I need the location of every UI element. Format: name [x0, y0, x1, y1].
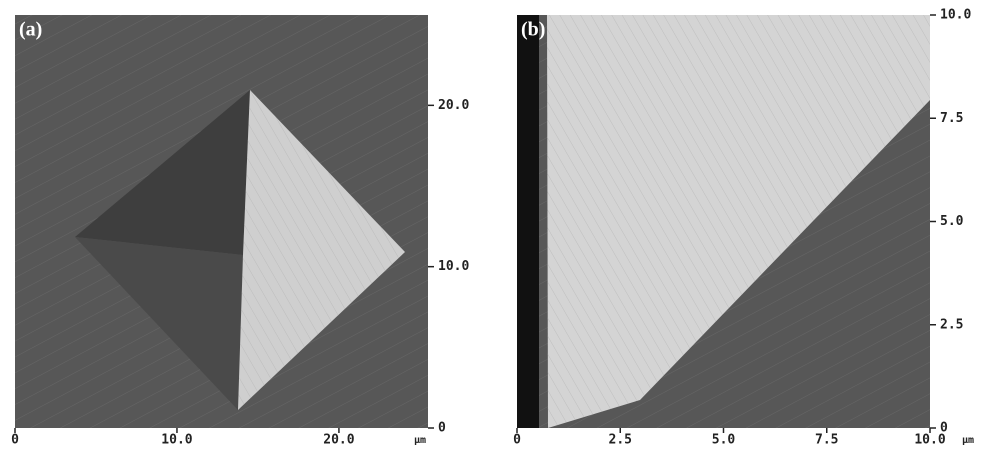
y-tick-label: 10.0: [940, 8, 971, 23]
y-tick-label: 5.0: [940, 214, 964, 229]
x-tick-label: 0: [513, 433, 521, 448]
y-tick-label: 0: [438, 421, 446, 436]
y-tick-label: 7.5: [940, 111, 963, 126]
x-tick-label: 2.5: [609, 433, 632, 448]
panel-label: (a): [19, 19, 42, 41]
x-tick-label: 0: [11, 433, 19, 448]
x-unit: μm: [962, 435, 974, 446]
x-tick-label: 20.0: [323, 433, 354, 448]
image-a: [15, 15, 428, 428]
panel-label: (b): [521, 19, 545, 41]
x-tick-label: 10.0: [914, 433, 945, 448]
y-tick-label: 20.0: [438, 98, 469, 113]
x-unit: μm: [414, 435, 426, 446]
y-tick-label: 2.5: [940, 317, 963, 332]
image-b: [517, 15, 930, 428]
x-tick-label: 5.0: [712, 433, 736, 448]
x-tick-label: 10.0: [161, 433, 192, 448]
y-tick-label: 0: [940, 421, 948, 436]
x-tick-label: 7.5: [815, 433, 838, 448]
y-tick-label: 10.0: [438, 259, 469, 274]
